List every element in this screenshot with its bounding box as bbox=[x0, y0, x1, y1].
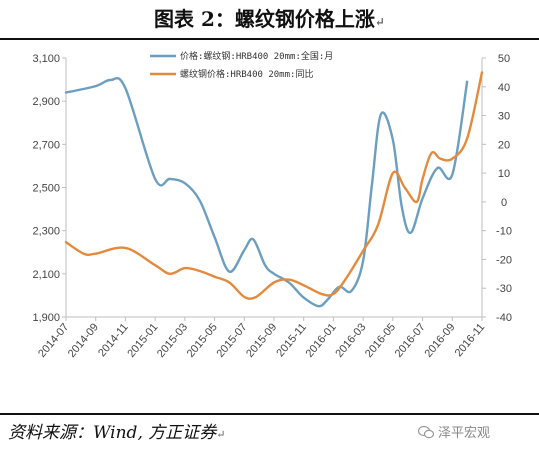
right-tick-label: -30 bbox=[496, 283, 512, 295]
legend-label: 螺纹钢价格:HRB400 20mm:同比 bbox=[180, 68, 313, 80]
x-tick-label: 2015-09 bbox=[244, 321, 279, 360]
x-tick-label: 2015-03 bbox=[155, 321, 190, 360]
right-tick-label: 0 bbox=[501, 197, 507, 209]
x-tick-label: 2015-07 bbox=[214, 321, 249, 360]
x-tick-label: 2016-09 bbox=[422, 321, 457, 360]
x-tick-label: 2016-05 bbox=[363, 321, 398, 360]
x-tick-label: 2016-07 bbox=[393, 321, 428, 360]
left-tick-label: 3,100 bbox=[32, 53, 60, 65]
right-tick-label: 50 bbox=[498, 53, 510, 65]
x-tick-label: 2014-09 bbox=[66, 321, 101, 360]
right-tick-label: 20 bbox=[498, 139, 510, 151]
x-tick-label: 2015-05 bbox=[185, 321, 220, 360]
right-tick-label: -20 bbox=[496, 254, 512, 266]
right-tick-label: -10 bbox=[496, 226, 512, 238]
series-lines bbox=[64, 71, 484, 308]
right-tick-label: 40 bbox=[498, 82, 510, 94]
watermark: 泽平宏观 bbox=[418, 422, 490, 441]
top-rule bbox=[0, 38, 539, 40]
x-tick-label: 2015-01 bbox=[125, 321, 160, 360]
right-tick-label: 30 bbox=[498, 111, 510, 123]
x-tick-label: 2016-11 bbox=[453, 321, 488, 359]
right-tick-label: -40 bbox=[496, 312, 512, 324]
watermark-text: 泽平宏观 bbox=[438, 426, 491, 441]
left-tick-label: 1,900 bbox=[32, 312, 60, 324]
left-tick-label: 2,700 bbox=[32, 139, 60, 151]
source-note: 资料来源：Wind, 方正证券↵ bbox=[8, 423, 226, 443]
x-tick-label: 2016-01 bbox=[304, 321, 339, 360]
right-tick-label: 10 bbox=[498, 168, 510, 180]
legend-label: 价格:螺纹钢:HRB400 20mm:全国:月 bbox=[180, 50, 333, 62]
wechat-icon bbox=[418, 425, 434, 438]
left-tick-label: 2,500 bbox=[32, 183, 60, 195]
yoy-series-line bbox=[64, 71, 484, 300]
bottom-rule bbox=[0, 413, 539, 415]
x-tick-label: 2014-07 bbox=[36, 321, 71, 360]
left-tick-label: 2,100 bbox=[32, 269, 60, 281]
left-tick-label: 2,900 bbox=[32, 96, 60, 108]
chart-title: 图表 2：螺纹钢价格上涨↵ bbox=[154, 7, 385, 31]
left-axis-ticks: 1,900 2,100 2,300 2,500 2,700 2,900 3,100 bbox=[32, 53, 66, 324]
price-series-line bbox=[64, 76, 469, 308]
x-axis-ticks: 2014-072014-092014-112015-012015-032015-… bbox=[36, 317, 487, 360]
left-tick-label: 2,300 bbox=[32, 226, 60, 238]
right-axis-ticks: -40 -30 -20 -10 0 10 20 30 40 50 bbox=[482, 53, 512, 324]
x-tick-label: 2016-03 bbox=[333, 321, 368, 360]
